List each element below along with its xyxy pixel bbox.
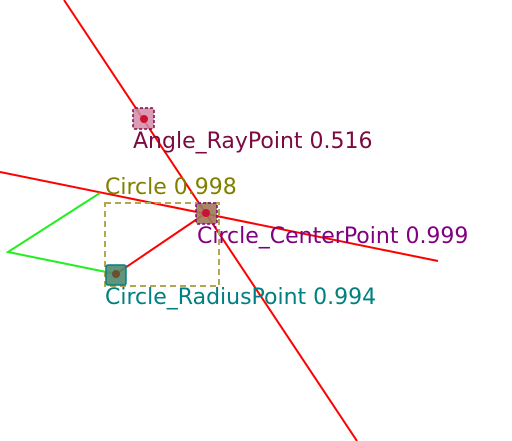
angle-ray-point-dot	[140, 115, 148, 123]
circle-center-point-dot	[202, 209, 210, 217]
green-polygon	[5, 192, 117, 275]
circle-label: Circle 0.998	[105, 175, 237, 200]
horizontal-red-line	[0, 171, 439, 262]
radius-red-segment	[115, 212, 207, 275]
circle-radius-point-label: Circle_RadiusPoint 0.994	[105, 285, 376, 310]
circle-center-point-label: Circle_CenterPoint 0.999	[197, 224, 468, 249]
circle-radius-point-dot	[112, 270, 120, 278]
circle-bounding-box	[104, 202, 220, 287]
angle-ray-point-marker	[132, 107, 155, 130]
circle-radius-point-marker	[105, 264, 127, 286]
circle-center-point-marker	[195, 202, 218, 225]
angle-ray-point-label: Angle_RayPoint 0.516	[133, 129, 373, 154]
